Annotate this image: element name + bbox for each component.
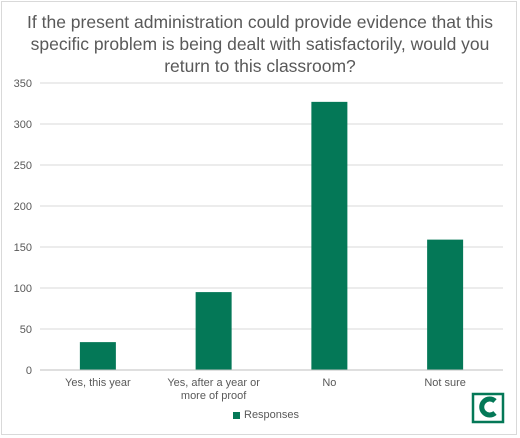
y-tick-label: 250 bbox=[14, 160, 32, 172]
y-tick-label: 200 bbox=[14, 201, 32, 213]
y-tick-label: 50 bbox=[20, 324, 32, 336]
y-tick-label: 0 bbox=[26, 365, 32, 377]
c-logo-icon bbox=[471, 392, 505, 424]
x-tick-label: Yes, this year bbox=[65, 377, 131, 389]
bar bbox=[79, 342, 116, 370]
legend-swatch bbox=[233, 411, 240, 419]
y-tick-label: 300 bbox=[14, 119, 32, 131]
bar bbox=[195, 292, 232, 370]
chart-title: If the present administration could prov… bbox=[27, 12, 493, 76]
y-tick-label: 350 bbox=[14, 78, 32, 90]
bar bbox=[427, 239, 464, 370]
x-tick-label: Yes, after a year or more of proof bbox=[167, 377, 260, 402]
bar bbox=[311, 101, 348, 371]
x-tick-label: No bbox=[322, 377, 336, 389]
y-tick-label: 150 bbox=[14, 242, 32, 254]
y-tick-label: 100 bbox=[14, 283, 32, 295]
legend-label: Responses bbox=[244, 409, 300, 421]
legend: Responses bbox=[233, 409, 299, 421]
x-tick-label: Not sure bbox=[424, 377, 466, 389]
